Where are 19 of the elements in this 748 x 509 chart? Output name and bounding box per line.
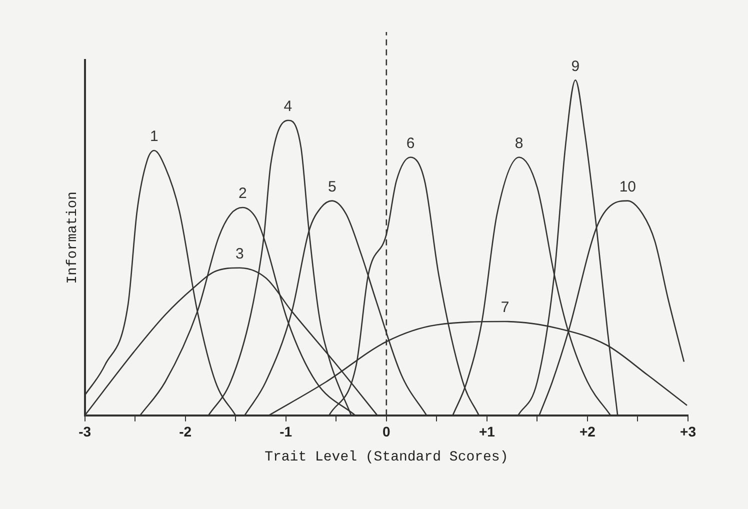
y-axis-title: Information [65,191,82,284]
series-label: 4 [284,98,292,115]
x-tick-label: -2 [179,424,192,440]
series-label: 6 [406,134,415,152]
x-tick-label: -3 [78,424,92,440]
series-label: 5 [328,178,336,196]
x-axis-title: Trait Level (Standard Scores) [264,449,508,466]
x-tick-label: -1 [280,424,292,440]
series-label: 7 [500,299,510,316]
series-label: 1 [150,128,158,146]
x-tick-label: +2 [579,424,596,440]
series-label: 3 [235,246,244,263]
x-tick-label: +1 [478,424,496,440]
x-tick-label: +3 [680,424,696,440]
series-label: 10 [619,178,636,196]
x-tick-label: 0 [382,424,390,440]
series-label: 8 [514,134,524,152]
series-label: 9 [571,58,580,75]
series-label: 2 [238,185,247,202]
